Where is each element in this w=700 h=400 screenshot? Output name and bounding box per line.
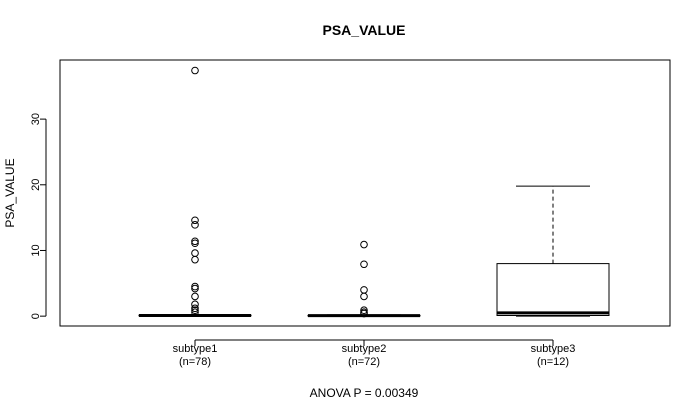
x-tick-label-subtype1: subtype1 <box>173 343 218 355</box>
box-group-subtype1 <box>138 66 252 317</box>
x-tick-count-subtype2: (n=72) <box>348 356 380 368</box>
iqr-box-subtype3 <box>496 263 610 316</box>
y-axis: 0 10 20 30 <box>30 113 47 319</box>
outlier-subtype2-3 <box>360 292 368 301</box>
outlier-subtype1-2 <box>191 221 199 229</box>
outlier-subtype1-9 <box>191 292 199 301</box>
x-tick-label-subtype2: subtype2 <box>342 343 387 355</box>
y-tick-label-0: 0 <box>30 313 42 319</box>
y-tick-label-1: 10 <box>30 244 42 256</box>
outlier-subtype2-1 <box>360 260 368 269</box>
x-axis: subtype1(n=78) subtype2(n=72) subtype3(n=1… <box>173 339 576 368</box>
outlier-subtype1-4 <box>191 239 199 248</box>
outlier-subtype1-6 <box>191 255 199 264</box>
outlier-subtype1-11 <box>191 304 199 313</box>
plot-frame <box>59 59 671 327</box>
chart-title: PSA_VALUE <box>323 22 406 38</box>
anova-p-label: ANOVA P = 0.00349 <box>310 386 419 400</box>
outlier-subtype2-2 <box>360 286 368 294</box>
outlier-subtype1-1 <box>191 216 199 225</box>
y-tick-label-3: 30 <box>30 113 42 125</box>
outlier-subtype1-10 <box>191 300 199 309</box>
x-tick-count-subtype1: (n=78) <box>179 356 211 368</box>
boxes <box>138 66 610 318</box>
outlier-subtype2-0 <box>360 240 368 249</box>
x-tick-label-subtype3: subtype3 <box>531 343 576 355</box>
box-group-subtype3 <box>496 185 610 317</box>
outlier-subtype1-5 <box>191 249 199 257</box>
y-tick-label-2: 20 <box>30 179 42 191</box>
outlier-subtype1-8 <box>191 284 199 293</box>
outlier-subtype2-4 <box>360 306 368 315</box>
x-tick-count-subtype3: (n=12) <box>537 356 569 368</box>
y-axis-label: PSA_VALUE <box>3 158 17 227</box>
outlier-subtype2-6 <box>360 309 368 318</box>
outlier-subtype1-7 <box>191 282 199 291</box>
outlier-subtype1-12 <box>191 306 199 315</box>
outlier-subtype1-3 <box>191 237 199 246</box>
outlier-subtype1-0 <box>191 66 199 75</box>
outlier-subtype1-13 <box>191 308 199 317</box>
box-group-subtype2 <box>307 240 421 318</box>
